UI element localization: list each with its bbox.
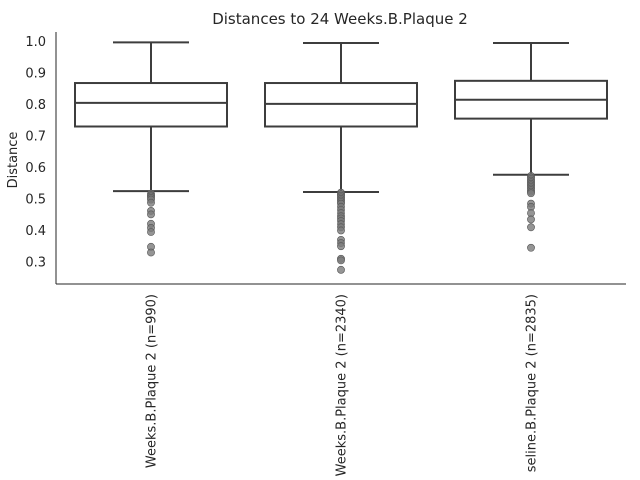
outlier-point [147,248,155,257]
chart-title: Distances to 24 Weeks.B.Plaque 2 [212,10,468,28]
y-axis-label: Distance [6,132,21,189]
y-tick-label: 0.5 [25,192,46,207]
outlier-point [337,256,345,265]
outlier-point [147,210,155,219]
y-tick-label: 0.9 [25,66,46,81]
y-tick-label: 0.4 [25,224,46,239]
outlier-point [527,223,535,232]
axes: 0.3 0.4 0.5 0.6 0.7 0.8 0.9 1.0 [25,32,626,285]
y-tick-label: 1.0 [25,35,46,50]
x-tick-label: seline.B.Plaque 2 (n=2835) [525,294,540,472]
outlier-point [337,265,345,274]
outlier-point [337,226,345,235]
outlier-point [147,198,155,207]
y-tick-label: 0.7 [25,129,46,144]
boxes [74,41,608,274]
box-group [264,42,418,274]
box-group [74,41,228,257]
box-group [454,42,608,252]
category-labels: Weeks.B.Plaque 2 (n=990) Weeks.B.Plaque 2… [145,294,540,476]
box-iqr [74,82,228,128]
outlier-point [527,243,535,252]
outlier-point [147,228,155,236]
x-tick-label: Weeks.B.Plaque 2 (n=2340) [335,294,350,476]
y-tick-label: 0.8 [25,98,46,113]
y-tick-label: 0.3 [25,255,46,270]
outlier-point [527,215,535,224]
x-tick-label: Weeks.B.Plaque 2 (n=990) [145,294,160,468]
outlier-point [337,242,345,251]
y-tick-label: 0.6 [25,161,46,176]
outlier-point [527,189,535,198]
